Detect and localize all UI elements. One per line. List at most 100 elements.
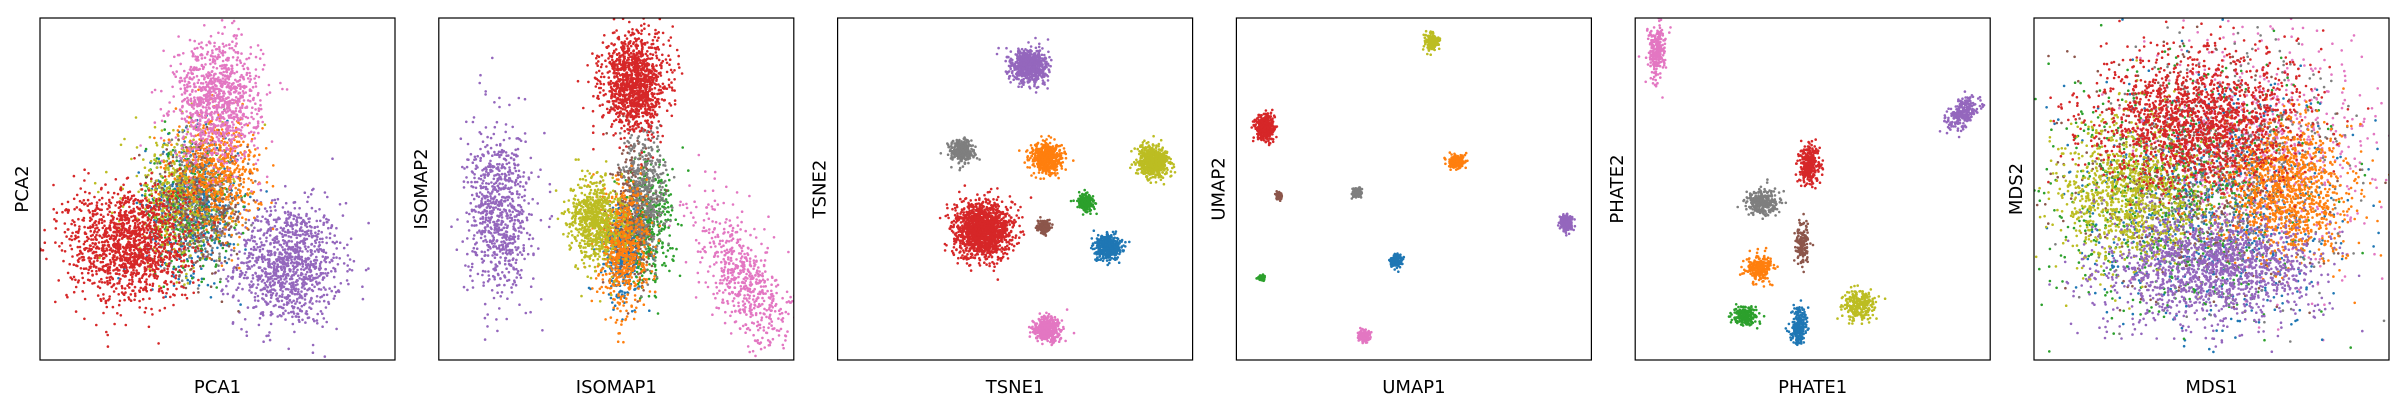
scatter-point — [261, 269, 265, 273]
scatter-point — [188, 212, 192, 216]
scatter-point — [245, 106, 249, 109]
scatter-point — [217, 92, 221, 96]
scatter-point — [296, 306, 300, 310]
scatter-point — [202, 277, 206, 281]
scatter-point — [277, 255, 281, 259]
scatter-point — [238, 282, 241, 286]
scatter-point — [172, 128, 175, 132]
scatter-point — [276, 299, 280, 303]
scatter-point — [202, 190, 205, 194]
scatter-point — [310, 274, 314, 277]
scatter-point — [73, 223, 77, 227]
scatter-point — [301, 239, 305, 242]
scatter-point — [197, 214, 200, 217]
scatter-point — [218, 207, 221, 210]
scatter-point — [209, 62, 212, 66]
scatter-point — [284, 309, 287, 313]
scatter-point — [193, 85, 196, 89]
scatter-point — [316, 312, 320, 316]
scatter-point — [191, 214, 194, 217]
scatter-point — [231, 71, 234, 74]
scatter-point — [274, 201, 278, 205]
scatter-point — [220, 141, 223, 144]
scatter-point — [264, 267, 267, 271]
scatter-point — [202, 101, 206, 104]
scatter-point — [218, 259, 221, 263]
scatter-point — [191, 276, 194, 280]
scatter-point — [198, 222, 202, 225]
scatter-point — [261, 312, 265, 315]
scatter-point — [249, 78, 253, 81]
scatter-point — [183, 86, 187, 90]
scatter-point — [190, 264, 194, 268]
scatter-point — [211, 60, 215, 64]
scatter-point — [336, 263, 340, 266]
scatter-point — [344, 201, 348, 205]
scatter-point — [335, 226, 338, 230]
scatter-point — [221, 292, 225, 296]
scatter-point — [153, 162, 156, 165]
scatter-point — [279, 226, 283, 230]
scatter-point — [326, 220, 329, 224]
scatter-point — [187, 147, 190, 150]
scatter-point — [332, 297, 336, 300]
scatter-point — [331, 157, 334, 160]
scatter-point — [202, 226, 205, 230]
scatter-point — [172, 210, 175, 214]
scatter-point — [275, 228, 278, 231]
scatter-point — [170, 259, 173, 263]
scatter-point — [321, 255, 325, 258]
scatter-point — [212, 225, 215, 229]
scatter-point — [130, 157, 133, 161]
scatter-point — [210, 169, 214, 173]
scatter-point — [284, 287, 288, 291]
scatter-point — [207, 131, 211, 135]
scatter-point — [211, 174, 214, 178]
scatter-point — [239, 94, 242, 98]
scatter-point — [211, 85, 214, 89]
scatter-point — [238, 250, 241, 253]
scatter-point — [230, 233, 234, 237]
scatter-point — [297, 288, 300, 291]
scatter-point — [187, 207, 191, 210]
scatter-point — [153, 270, 157, 274]
scatter-point — [346, 264, 350, 267]
scatter-point — [144, 207, 147, 211]
scatter-point — [160, 186, 164, 190]
scatter-point — [139, 144, 142, 147]
scatter-point — [206, 84, 209, 88]
scatter-point — [291, 230, 294, 234]
scatter-point — [242, 67, 246, 71]
scatter-point — [76, 231, 80, 235]
scatter-point — [220, 300, 224, 304]
scatter-point — [235, 232, 238, 236]
scatter-point — [162, 285, 166, 289]
scatter-point — [303, 293, 307, 296]
scatter-point — [211, 127, 215, 130]
series-1 — [179, 157, 370, 358]
scatter-point — [205, 198, 209, 202]
scatter-point — [311, 263, 315, 266]
scatter-point — [286, 262, 289, 265]
scatter-point — [255, 256, 258, 260]
scatter-point — [226, 141, 229, 144]
scatter-point — [211, 246, 214, 250]
scatter-point — [241, 90, 245, 93]
scatter-point — [254, 81, 257, 85]
scatter-point — [216, 206, 220, 209]
scatter-point — [179, 76, 183, 80]
scatter-point — [235, 58, 239, 62]
scatter-point — [178, 167, 182, 170]
scatter-point — [209, 80, 213, 83]
scatter-point — [196, 46, 199, 50]
scatter-point — [303, 287, 307, 291]
scatter-point — [317, 245, 321, 248]
scatter-point — [183, 97, 187, 101]
scatter-point — [165, 193, 168, 196]
scatter-point — [325, 236, 328, 239]
scatter-point — [225, 211, 229, 215]
scatter-point — [230, 248, 233, 252]
scatter-point — [261, 127, 264, 130]
scatter-point — [177, 265, 180, 269]
scatter-point — [229, 175, 232, 179]
